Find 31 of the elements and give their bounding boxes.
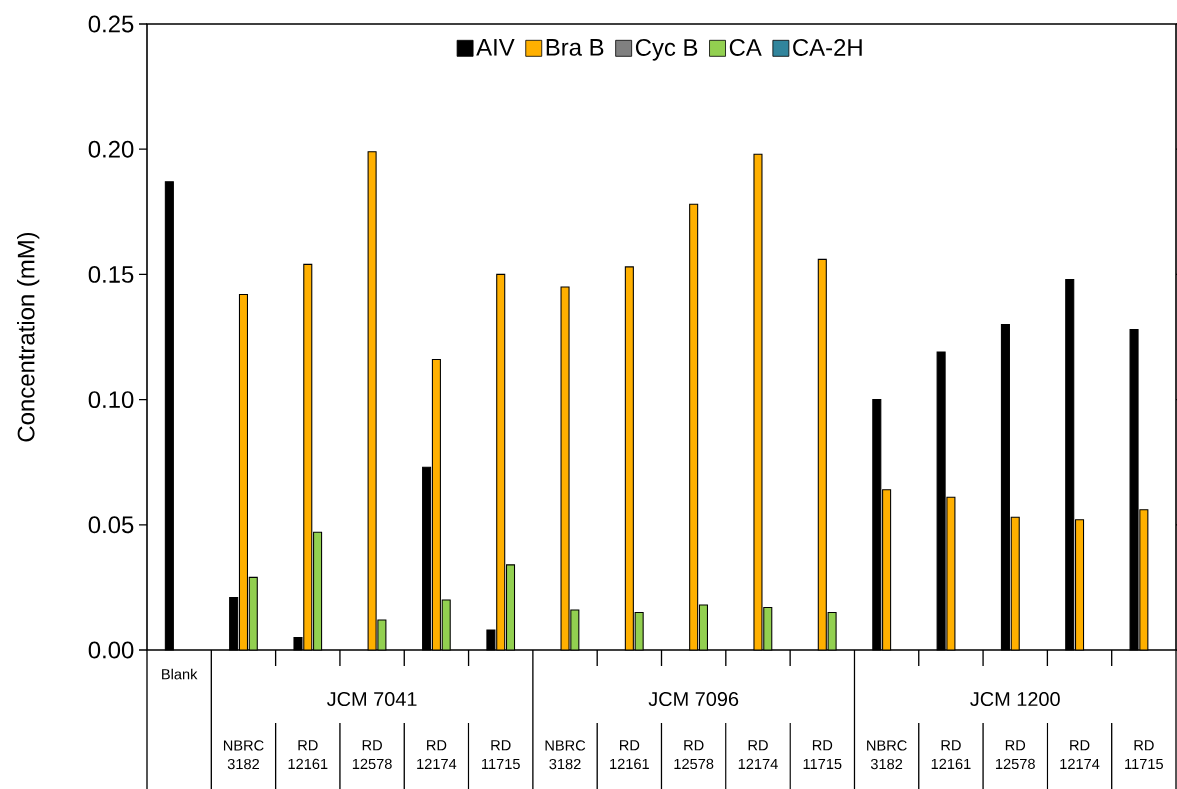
y-tick-label: 0.05 (88, 516, 134, 534)
y-tick-label: 0.15 (88, 265, 134, 283)
legend-label: CA-2H (793, 38, 862, 56)
y-tick-label: 0.20 (88, 140, 134, 158)
x-tick-label: RD 12174 (417, 740, 457, 769)
x-tick-label: NBRC 3182 (223, 740, 264, 770)
y-tick-label: 0.00 (88, 641, 134, 659)
text: JCM 1200 (970, 691, 1060, 707)
x-tick-label: RD 12161 (931, 740, 971, 770)
x-tick-label: RD 11715 (803, 740, 842, 770)
x-tick-label: NBRC 3182 (867, 740, 907, 770)
y-axis-title: Concentration (mM) (17, 232, 40, 442)
y-tick-label: 0.10 (88, 391, 134, 409)
legend-label: Cyc B (635, 38, 698, 61)
x-tick-label: RD 12578 (352, 740, 392, 770)
x-tick-label: RD 12174 (1060, 740, 1100, 769)
legend-label: Bra B (546, 39, 604, 56)
text: JCM 7041 (327, 691, 417, 707)
x-tick-label: RD 11715 (482, 740, 520, 770)
x-tick-label: RD 12578 (674, 740, 714, 770)
legend-label: CA (729, 38, 762, 56)
x-tick-label: RD 11715 (1125, 740, 1163, 770)
x-tick-label: RD 12161 (288, 740, 328, 770)
y-tick-label: 0.25 (88, 15, 134, 33)
text: JCM 7096 (648, 691, 739, 707)
legend-label: AIV (476, 39, 515, 56)
x-tick-label: RD 12578 (996, 740, 1035, 770)
x-tick-label: RD 12161 (610, 740, 649, 770)
x-tick-label: RD 12174 (738, 740, 778, 769)
x-tick-label: NBRC 3182 (545, 740, 586, 770)
x-tick-label: Blank (162, 668, 198, 680)
